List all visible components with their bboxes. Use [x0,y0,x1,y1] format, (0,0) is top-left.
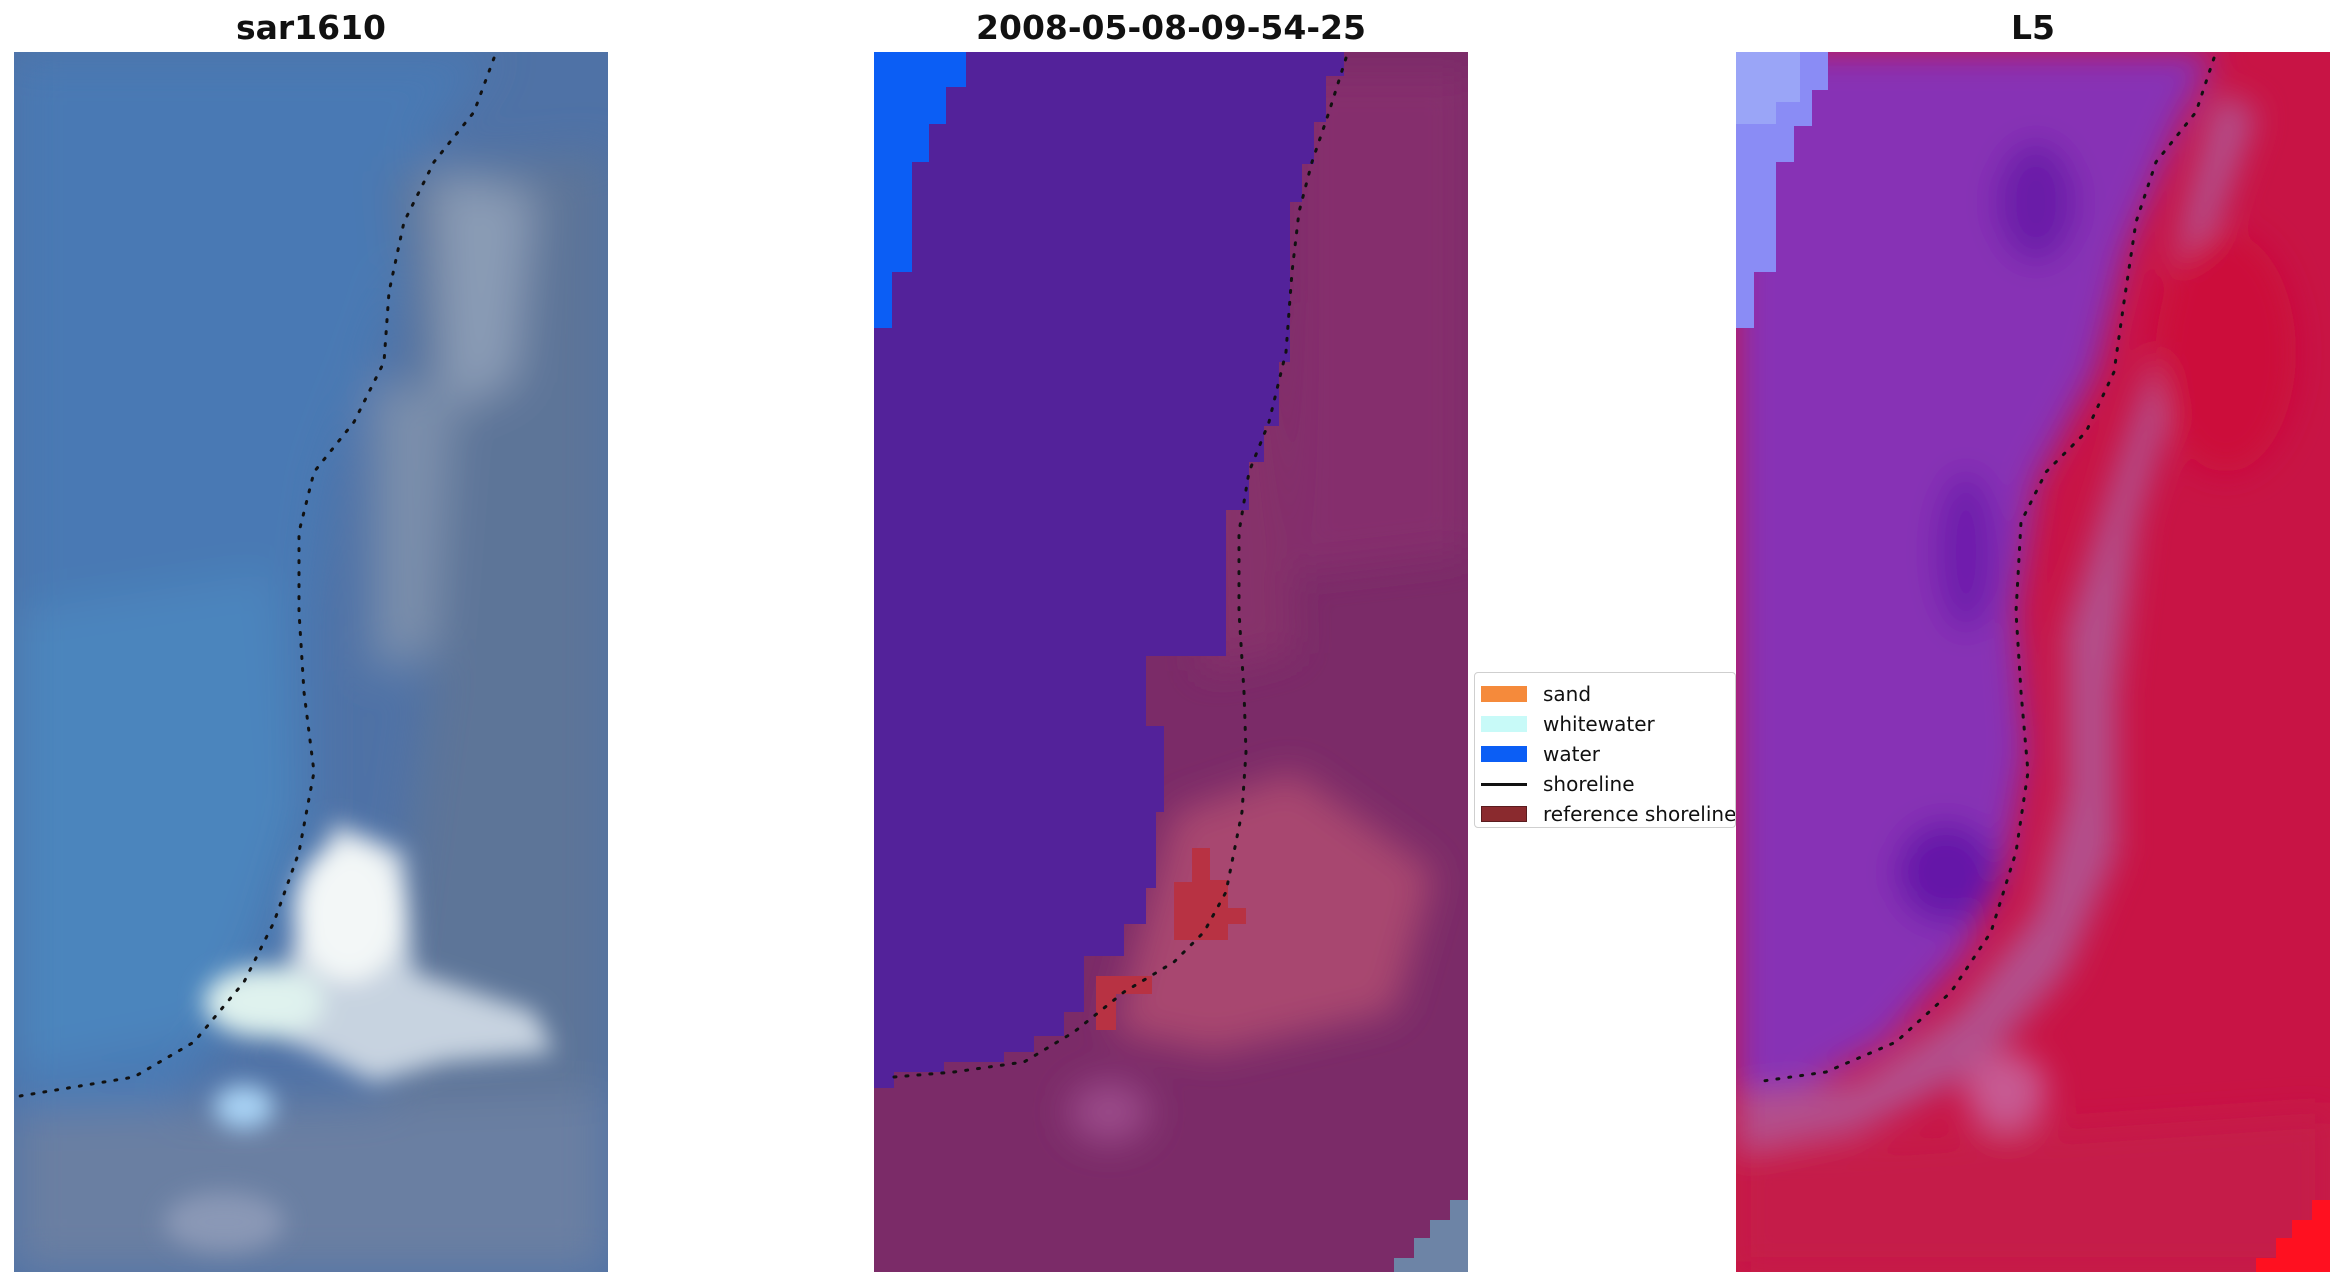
index-image [1736,52,2330,1272]
legend-item-shoreline: shoreline [1481,771,1635,797]
classified-image [874,52,1468,1272]
satellite-rgb-image [14,52,608,1272]
whitewater-swatch [1481,716,1527,732]
sand-swatch [1481,686,1527,702]
legend-item-whitewater: whitewater [1481,711,1655,737]
shoreline-line-swatch [1481,782,1527,786]
legend-label: sand [1543,682,1592,706]
panel-title: 2008-05-08-09-54-25 [976,8,1366,47]
reference-shoreline-swatch [1481,806,1527,822]
water-swatch [1481,746,1527,762]
panel-classified: 2008-05-08-09-54-25 [874,0,1468,1283]
panel-rgb: sar1610 [14,0,608,1283]
legend-label: whitewater [1543,712,1655,736]
legend-label: water [1543,742,1600,766]
panel-index: L5 [1736,0,2330,1283]
legend: sand whitewater water shoreline referenc… [1474,672,1736,828]
legend-label: shoreline [1543,772,1635,796]
legend-label: reference shoreline [1543,802,1736,826]
panel-title: sar1610 [235,8,387,47]
legend-item-water: water [1481,741,1600,767]
legend-item-reference-shoreline: reference shoreline [1481,801,1736,827]
legend-item-sand: sand [1481,681,1591,707]
panel-title: L5 [2011,8,2055,47]
